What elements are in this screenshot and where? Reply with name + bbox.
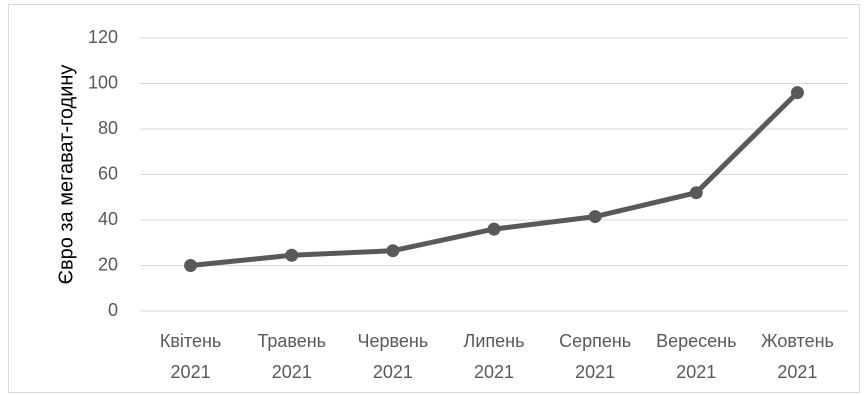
x-tick-label-year: 2021	[575, 362, 615, 382]
x-tick-label-month: Червень	[357, 331, 428, 351]
x-tick-label: Серпень 2021	[559, 331, 631, 382]
x-tick-label-month: Вересень	[656, 331, 736, 351]
data-point	[588, 210, 602, 224]
y-tick-label: 80	[98, 118, 118, 138]
data-point	[487, 222, 501, 236]
x-tick-label: Вересень 2021	[656, 331, 736, 382]
y-axis-title: Євро за мегават-годину	[55, 65, 77, 285]
y-axis-ticks: 0 20 40 60 80 100 120	[88, 27, 118, 320]
x-tick-label-month: Липень	[464, 331, 525, 351]
x-tick-label-month: Серпень	[559, 331, 631, 351]
x-tick-label: Червень 2021	[357, 331, 428, 382]
x-tick-label-month: Жовтень	[761, 331, 834, 351]
data-point	[184, 259, 198, 272]
series-group	[184, 86, 804, 272]
y-tick-label: 0	[108, 300, 118, 320]
gridlines	[140, 37, 848, 312]
x-tick-label-month: Травень	[257, 331, 326, 351]
x-tick-label: Жовтень 2021	[761, 331, 834, 382]
chart-frame	[8, 4, 860, 393]
x-tick-label-year: 2021	[272, 362, 312, 382]
x-tick-label-year: 2021	[373, 362, 413, 382]
x-tick-label-month: Квітень	[160, 331, 221, 351]
x-tick-label-year: 2021	[474, 362, 514, 382]
x-tick-label-year: 2021	[777, 362, 817, 382]
x-axis-ticks: Квітень 2021 Травень 2021 Червень 2021 Липень 2…	[160, 331, 834, 382]
data-point	[790, 86, 804, 100]
y-tick-label: 40	[98, 209, 118, 229]
x-tick-label-year: 2021	[676, 362, 716, 382]
y-tick-label: 100	[88, 72, 118, 92]
x-tick-label-year: 2021	[171, 362, 211, 382]
data-point	[386, 244, 400, 258]
series-line	[188, 90, 800, 268]
x-tick-label: Липень 2021	[464, 331, 525, 382]
data-point	[689, 186, 703, 200]
y-tick-label: 20	[98, 254, 118, 274]
data-point	[285, 248, 299, 262]
y-tick-label: 120	[88, 27, 118, 47]
x-tick-label: Квітень 2021	[160, 331, 221, 382]
x-tick-label: Травень 2021	[257, 331, 326, 382]
y-tick-label: 60	[98, 163, 118, 183]
